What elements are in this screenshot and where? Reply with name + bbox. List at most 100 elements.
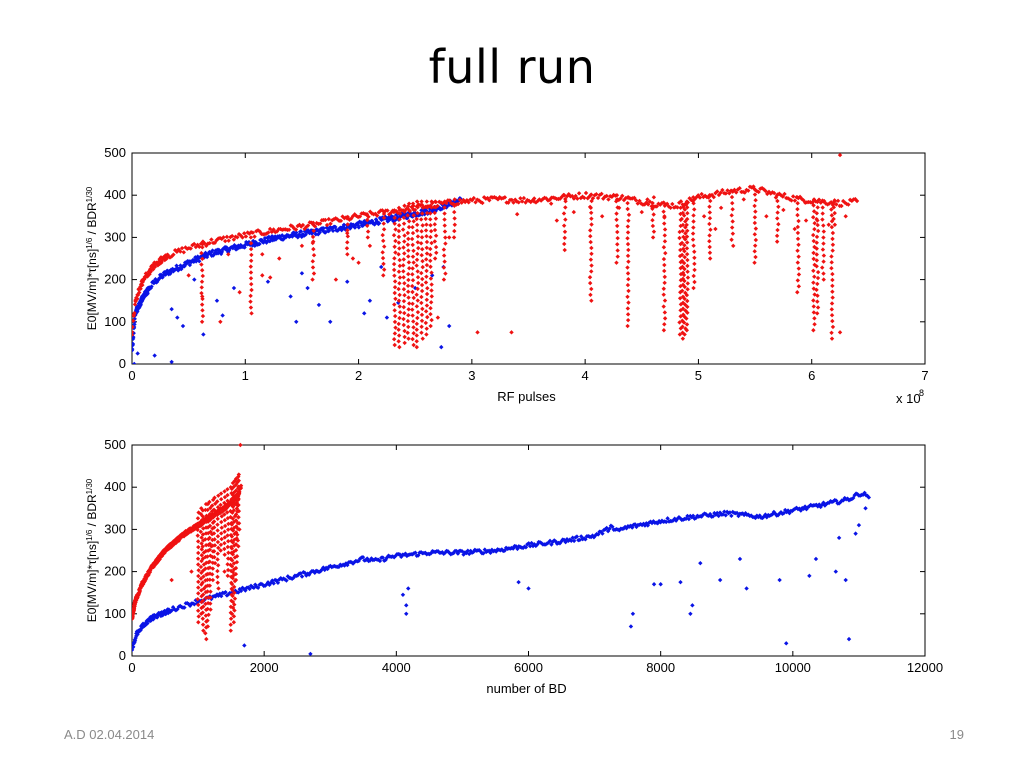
red-point xyxy=(680,336,686,341)
red-point xyxy=(310,277,315,282)
blue-point xyxy=(544,541,550,546)
red-point xyxy=(795,236,801,242)
blue-point xyxy=(379,264,384,270)
red-point xyxy=(392,331,398,336)
red-point xyxy=(411,248,416,253)
red-point xyxy=(226,252,231,257)
red-point xyxy=(514,211,520,217)
red-point xyxy=(397,263,403,269)
red-point xyxy=(200,239,206,244)
red-point xyxy=(402,334,407,340)
red-point xyxy=(381,261,386,267)
blue-point xyxy=(813,556,819,562)
red-point xyxy=(815,222,820,228)
blue-point xyxy=(824,501,829,507)
red-point xyxy=(615,235,620,241)
blue-point xyxy=(761,514,767,519)
red-point xyxy=(229,558,235,563)
red-point xyxy=(224,234,230,240)
data-points xyxy=(132,442,872,656)
red-point xyxy=(420,211,425,216)
blue-point xyxy=(722,509,727,514)
red-point xyxy=(679,216,684,222)
red-point xyxy=(487,198,492,203)
red-point xyxy=(217,235,223,241)
red-point xyxy=(137,286,143,291)
red-point xyxy=(475,330,480,335)
red-point xyxy=(811,304,816,309)
red-point xyxy=(414,333,419,338)
red-point xyxy=(181,250,186,255)
red-point xyxy=(694,195,699,200)
red-point xyxy=(311,271,317,276)
red-point xyxy=(707,193,712,198)
red-point xyxy=(442,205,447,210)
rf-pulses-chart: 0 1 2 3 4 5 6 7 0 100 200 300 400 500 RF pulses x 108 E0… xyxy=(85,145,929,406)
blue-point xyxy=(724,509,730,515)
red-point xyxy=(796,218,801,224)
red-point xyxy=(406,254,411,259)
red-point xyxy=(391,232,397,238)
red-point xyxy=(441,265,447,270)
y-tick-label: 500 xyxy=(104,145,126,160)
red-point xyxy=(678,259,683,265)
red-point xyxy=(662,298,668,303)
red-point xyxy=(668,205,673,211)
x-tick-label: 3 xyxy=(468,368,475,383)
red-point xyxy=(197,244,202,250)
red-point xyxy=(737,186,742,191)
red-point xyxy=(230,528,236,533)
red-point xyxy=(707,239,712,244)
red-point xyxy=(752,243,758,248)
red-point xyxy=(729,194,735,200)
blue-point xyxy=(132,361,137,364)
red-point xyxy=(132,318,136,323)
blue-point xyxy=(707,511,713,517)
red-point xyxy=(662,203,668,208)
red-point xyxy=(277,256,282,261)
red-point xyxy=(205,507,210,513)
red-point xyxy=(397,292,402,298)
red-point xyxy=(626,212,632,218)
blue-point xyxy=(278,575,283,581)
blue-point xyxy=(547,538,553,544)
blue-point xyxy=(563,539,568,545)
red-point xyxy=(401,257,406,262)
red-point xyxy=(420,336,425,341)
red-point xyxy=(815,199,820,204)
blue-point xyxy=(628,523,633,528)
red-point xyxy=(406,336,411,341)
red-point xyxy=(324,222,330,228)
red-point xyxy=(188,246,193,251)
red-point xyxy=(424,297,430,302)
red-point xyxy=(236,484,241,489)
red-point xyxy=(744,187,749,193)
red-point xyxy=(148,568,153,573)
red-point xyxy=(406,224,412,230)
red-point xyxy=(680,306,686,311)
blue-point xyxy=(641,521,646,526)
red-point xyxy=(215,522,220,527)
blue-point xyxy=(588,534,594,540)
red-point xyxy=(423,280,429,285)
red-point xyxy=(680,264,685,270)
blue-point xyxy=(441,551,446,556)
red-point xyxy=(415,315,420,321)
red-point xyxy=(587,275,593,280)
red-point xyxy=(392,256,397,261)
red-point xyxy=(198,576,204,581)
red-point xyxy=(236,508,242,514)
red-point xyxy=(248,264,253,269)
red-point xyxy=(424,268,429,274)
red-point xyxy=(414,339,419,344)
red-point xyxy=(392,244,397,249)
red-point xyxy=(381,267,387,272)
red-point xyxy=(406,266,412,271)
red-point xyxy=(423,309,429,314)
blue-point xyxy=(569,538,574,543)
blue-point xyxy=(678,516,683,521)
red-point xyxy=(414,344,419,350)
blue-point xyxy=(698,560,703,566)
red-point xyxy=(333,277,339,282)
red-point xyxy=(752,249,757,254)
